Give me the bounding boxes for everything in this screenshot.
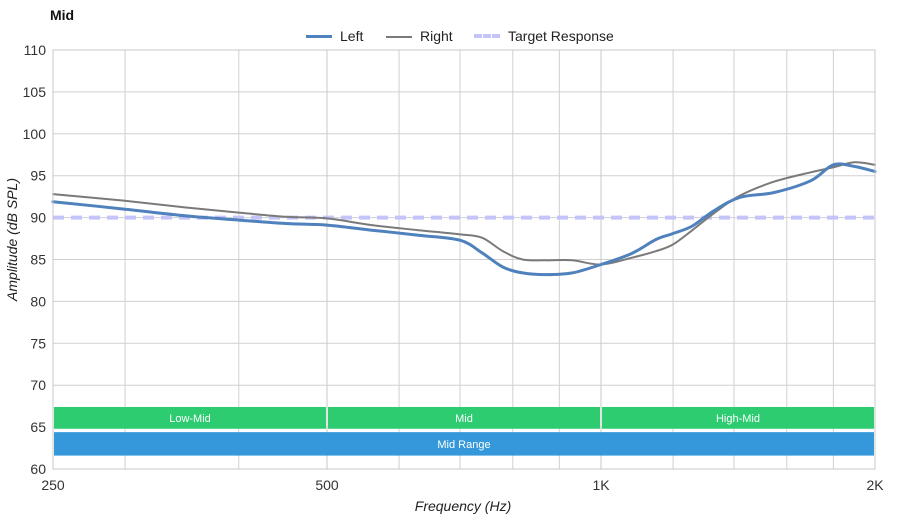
- legend-label-target: Target Response: [508, 28, 614, 44]
- band-mid: [328, 406, 600, 429]
- y-tick-label-110: 110: [24, 42, 47, 58]
- y-axis-title: Amplitude (dB SPL): [4, 178, 20, 302]
- series-line-right: [52, 161, 876, 266]
- x-tick-label-500: 500: [315, 477, 339, 493]
- x-tick-label-250: 250: [41, 477, 65, 493]
- series-line-left: [51, 162, 877, 277]
- y-tick-label-105: 105: [23, 84, 47, 100]
- band-mid-range: [54, 432, 874, 456]
- y-tick-label-100: 100: [23, 126, 47, 142]
- legend: Left Right Target Response: [0, 27, 900, 47]
- x-tick-label-1k: 1K: [592, 477, 610, 493]
- y-tick-label-60: 60: [30, 461, 46, 477]
- x-tick-label-2k: 2K: [866, 477, 884, 493]
- y-tick-label-70: 70: [30, 377, 46, 393]
- band-low-mid: [54, 406, 326, 429]
- y-tick-label-90: 90: [30, 210, 46, 226]
- axes: 60 65 70 75 80 85 90 95 100 105 110 250 500 1K 2K Frequ…: [4, 42, 884, 514]
- legend-label-left: Left: [340, 28, 364, 44]
- plot-border: [52, 49, 876, 470]
- legend-swatch-left: [306, 35, 332, 38]
- band-label-low-mid: Low-Mid: [169, 413, 211, 425]
- legend-swatch-right: [386, 36, 412, 38]
- x-axis-title: Frequency (Hz): [415, 498, 511, 514]
- frequency-bands: Low-Mid Mid High-Mid Mid Range: [54, 406, 874, 456]
- chart-title: Mid: [50, 7, 75, 23]
- band-label-mid: Mid: [455, 413, 473, 425]
- grid: [52, 49, 876, 470]
- y-tick-label-80: 80: [30, 293, 46, 309]
- y-tick-label-65: 65: [30, 419, 46, 435]
- band-label-high-mid: High-Mid: [716, 413, 760, 425]
- y-tick-label-85: 85: [30, 252, 46, 268]
- legend-swatch-target: [474, 34, 500, 38]
- series-lines: [51, 161, 877, 277]
- y-tick-label-75: 75: [30, 335, 46, 351]
- y-tick-label-95: 95: [30, 168, 46, 184]
- legend-label-right: Right: [420, 28, 453, 44]
- band-high-mid: [602, 406, 874, 429]
- band-label-mid-range: Mid Range: [437, 439, 490, 451]
